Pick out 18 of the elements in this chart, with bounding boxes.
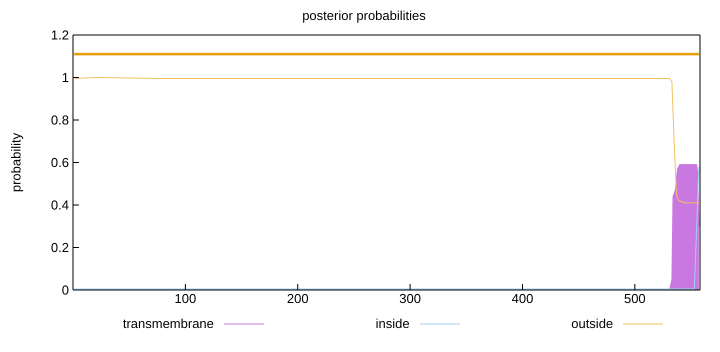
line-series [74, 77, 700, 204]
x-tick-label: 100 [174, 291, 196, 306]
y-tick-label: 0.2 [50, 240, 69, 256]
x-tick-label: 500 [624, 291, 646, 306]
chart-title: posterior probabilities [301, 8, 427, 25]
y-tick-label: 0.6 [50, 155, 69, 170]
y-tick-label: 1 [62, 70, 69, 86]
y-tick-label: 1.2 [50, 28, 69, 43]
x-tick-label: 200 [286, 291, 309, 306]
legend-label: inside [376, 316, 410, 331]
y-axis-title: probability [8, 132, 24, 192]
y-tick-label: 0.4 [50, 198, 69, 213]
legend-label: outside [571, 316, 614, 331]
x-tick-label: 300 [399, 291, 421, 306]
y-tick-label: 0 [62, 282, 69, 298]
legend-label: transmembrane [122, 316, 214, 331]
x-tick-label: 400 [512, 291, 534, 306]
y-tick-label: 0.8 [50, 112, 69, 128]
